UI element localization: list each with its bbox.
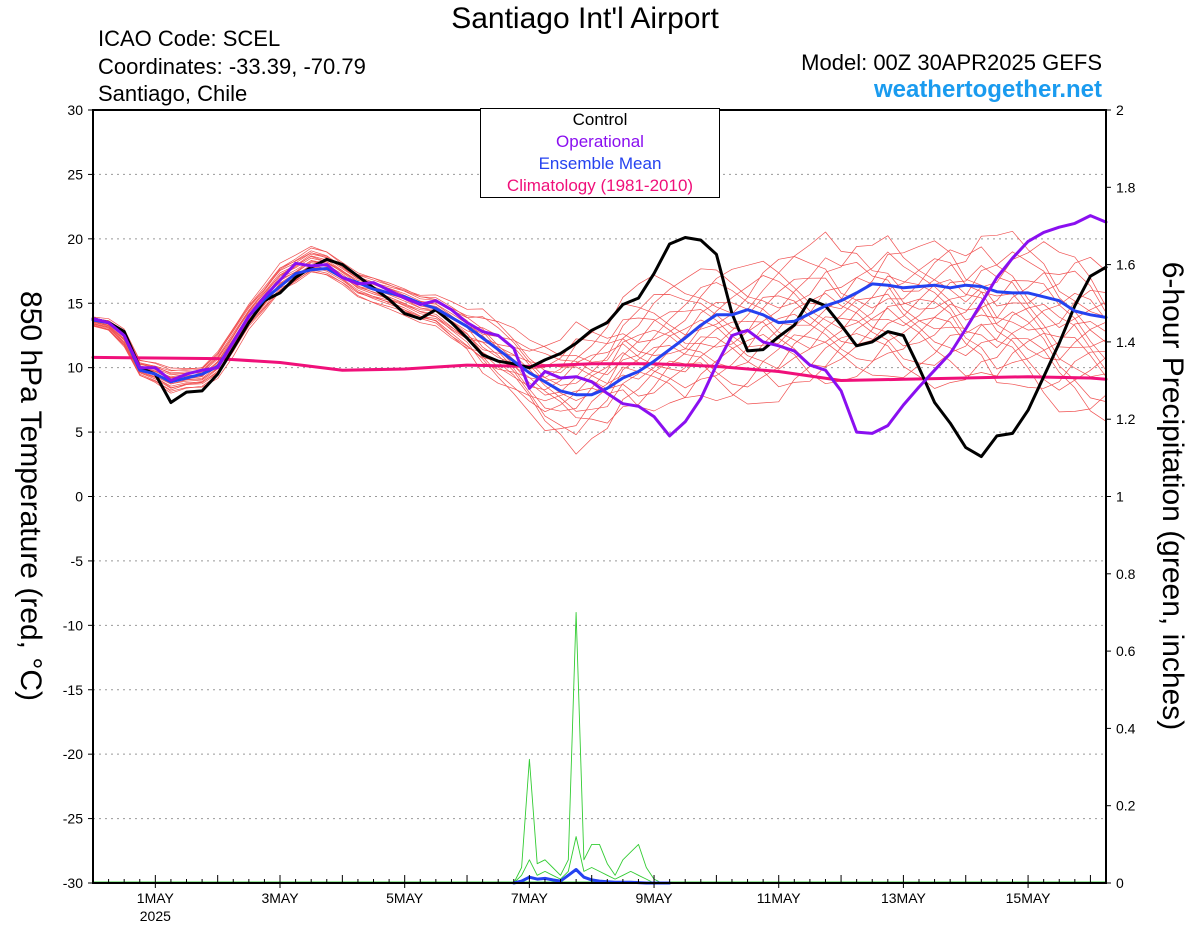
- x-tick-label: 3MAY: [261, 890, 299, 906]
- coordinates: Coordinates: -33.39, -70.79: [98, 54, 366, 79]
- y-tick-label: 30: [67, 102, 83, 118]
- precip-member-line: [513, 612, 671, 884]
- y-tick-label: -15: [63, 682, 83, 698]
- ensemble-member-line: [92, 230, 1107, 374]
- y2-tick-label: 1: [1116, 489, 1124, 505]
- y2-tick-label: 1.6: [1116, 257, 1136, 273]
- y-tick-label: 10: [67, 360, 83, 376]
- x-tick-label: 5MAY: [386, 890, 424, 906]
- legend-ensemble-mean: Ensemble Mean: [538, 154, 662, 173]
- y-tick-label: -30: [63, 875, 83, 891]
- y2-tick-label: 1.2: [1116, 411, 1136, 427]
- y2-tick-label: 2: [1116, 102, 1124, 118]
- model-run: Model: 00Z 30APR2025 GEFS: [801, 50, 1102, 75]
- site-link[interactable]: weathertogether.net: [873, 76, 1102, 103]
- series-line-climatology: [91, 355, 1108, 382]
- legend-operational: Operational: [556, 132, 644, 151]
- y2-tick-label: 1.8: [1116, 179, 1136, 195]
- y-tick-label: 25: [67, 166, 83, 182]
- y2-tick-label: 1.4: [1116, 334, 1136, 350]
- x-tick-label: 7MAY: [511, 890, 549, 906]
- legend-control: Control: [572, 110, 628, 129]
- y-tick-label: -5: [71, 553, 84, 569]
- y2-tick-label: 0.8: [1116, 566, 1136, 582]
- ensemble-member-line: [92, 257, 1107, 378]
- y2-tick-label: 0.4: [1116, 720, 1136, 736]
- y-tick-label: -25: [63, 811, 83, 827]
- ensemble-member-line: [92, 270, 1107, 431]
- ensemble-member-line: [92, 267, 1107, 424]
- y-tick-label: 15: [67, 295, 83, 311]
- x-tick-label: 15MAY: [1006, 890, 1052, 906]
- series-line-operational: [91, 214, 1108, 438]
- location-name: Santiago, Chile: [98, 81, 248, 106]
- y-tick-label: 20: [67, 231, 83, 247]
- y2-tick-label: 0: [1116, 875, 1124, 891]
- x-tick-label: 11MAY: [757, 890, 801, 906]
- legend: Control Operational Ensemble Mean Climat…: [480, 108, 720, 198]
- y-tick-label: 5: [75, 424, 83, 440]
- chart-title: Santiago Int'l Airport: [451, 2, 719, 35]
- x-tick-label: 1MAY: [137, 890, 175, 906]
- y2-tick-label: 0.6: [1116, 643, 1136, 659]
- y-tick-label: -20: [63, 746, 83, 762]
- x-tick-label: 13MAY: [881, 890, 927, 906]
- y-tick-label: -10: [63, 617, 83, 633]
- x-tick-label: 9MAY: [635, 890, 673, 906]
- x-tick-sublabel: 2025: [140, 908, 171, 924]
- y-tick-label: 0: [75, 489, 83, 505]
- icao-code: ICAO Code: SCEL: [98, 26, 281, 51]
- ensemble-member-line: [92, 235, 1107, 369]
- y2-tick-label: 0.2: [1116, 798, 1136, 814]
- legend-climatology: Climatology (1981-2010): [506, 176, 694, 195]
- ensemble-member-line: [92, 269, 1107, 455]
- precip-member-line: [513, 836, 671, 884]
